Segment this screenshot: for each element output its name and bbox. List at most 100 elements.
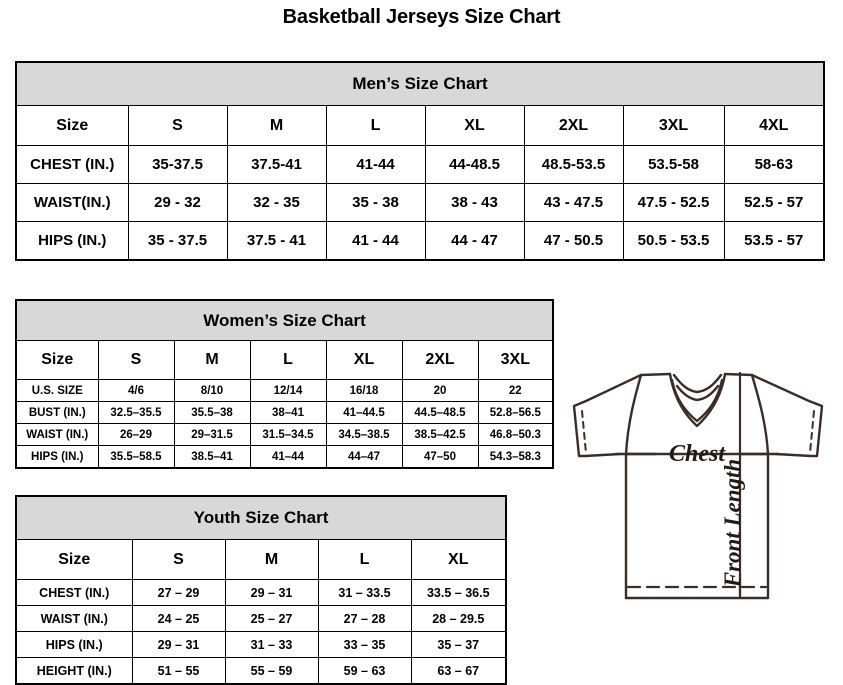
youth-height-xl: 63 – 67	[410, 657, 507, 685]
youth-waist-s: 24 – 25	[131, 605, 226, 632]
table-row: CHEST (IN.) 27 – 29 29 – 31 31 – 33.5 33…	[15, 579, 507, 606]
mens-chart-caption: Men’s Size Chart	[15, 61, 825, 106]
mens-header-row: Size S M L XL 2XL 3XL 4XL	[15, 105, 825, 146]
mens-hips-xl: 44 - 47	[424, 221, 525, 261]
womens-hips-l: 41–44	[249, 445, 327, 469]
youth-header-row: Size S M L XL	[15, 539, 507, 580]
womens-col-s: S	[97, 340, 175, 380]
mens-waist-xl: 38 - 43	[424, 183, 525, 222]
mens-chest-m: 37.5-41	[226, 145, 327, 184]
youth-chart-caption: Youth Size Chart	[15, 495, 507, 540]
womens-header-row: Size S M L XL 2XL 3XL	[15, 340, 554, 380]
womens-bust-3xl: 52.8–56.5	[477, 401, 554, 424]
womens-col-l: L	[249, 340, 327, 380]
womens-col-xl: XL	[325, 340, 403, 380]
table-row: HIPS (IN.) 29 – 31 31 – 33 33 – 35 35 – …	[15, 631, 507, 658]
table-row: U.S. SIZE 4/6 8/10 12/14 16/18 20 22	[15, 379, 554, 402]
womens-row-label-us-size: U.S. SIZE	[15, 379, 99, 402]
youth-col-m: M	[224, 539, 319, 580]
womens-chart-caption: Women’s Size Chart	[15, 299, 554, 341]
mens-col-3xl: 3XL	[622, 105, 725, 146]
mens-waist-l: 35 - 38	[325, 183, 426, 222]
womens-ussize-xl: 16/18	[325, 379, 403, 402]
mens-waist-3xl: 47.5 - 52.5	[622, 183, 725, 222]
youth-height-l: 59 – 63	[317, 657, 412, 685]
womens-col-2xl: 2XL	[401, 340, 479, 380]
womens-bust-2xl: 44.5–48.5	[401, 401, 479, 424]
mens-hips-2xl: 47 - 50.5	[523, 221, 624, 261]
womens-hips-xl: 44–47	[325, 445, 403, 469]
table-row: CHEST (IN.) 35-37.5 37.5-41 41-44 44-48.…	[15, 145, 825, 184]
mens-size-chart: Men’s Size Chart Size S M L XL 2XL 3XL 4…	[15, 61, 826, 261]
mens-col-l: L	[325, 105, 426, 146]
youth-hips-l: 33 – 35	[317, 631, 412, 658]
youth-col-xl: XL	[410, 539, 507, 580]
womens-bust-l: 38–41	[249, 401, 327, 424]
mens-col-2xl: 2XL	[523, 105, 624, 146]
table-row: WAIST(IN.) 29 - 32 32 - 35 35 - 38 38 - …	[15, 183, 825, 222]
womens-ussize-l: 12/14	[249, 379, 327, 402]
mens-chest-l: 41-44	[325, 145, 426, 184]
womens-col-m: M	[173, 340, 251, 380]
mens-chest-2xl: 48.5-53.5	[523, 145, 624, 184]
womens-row-label-hips: HIPS (IN.)	[15, 445, 99, 469]
youth-height-m: 55 – 59	[224, 657, 319, 685]
youth-waist-m: 25 – 27	[224, 605, 319, 632]
youth-col-l: L	[317, 539, 412, 580]
mens-hips-4xl: 53.5 - 57	[723, 221, 825, 261]
youth-chest-s: 27 – 29	[131, 579, 226, 606]
youth-col-s: S	[131, 539, 226, 580]
womens-row-label-waist: WAIST (IN.)	[15, 423, 99, 446]
table-row: HEIGHT (IN.) 51 – 55 55 – 59 59 – 63 63 …	[15, 657, 507, 685]
mens-chest-3xl: 53.5-58	[622, 145, 725, 184]
mens-hips-s: 35 - 37.5	[127, 221, 228, 261]
womens-waist-2xl: 38.5–42.5	[401, 423, 479, 446]
youth-chest-l: 31 – 33.5	[317, 579, 412, 606]
jersey-illustration-icon: Chest Front Length	[572, 371, 824, 600]
youth-size-chart: Youth Size Chart Size S M L XL CHEST (IN…	[15, 495, 508, 685]
womens-corner-label: Size	[15, 340, 99, 380]
womens-waist-l: 31.5–34.5	[249, 423, 327, 446]
womens-ussize-s: 4/6	[97, 379, 175, 402]
jersey-measurement-diagram: Chest Front Length	[556, 348, 841, 668]
mens-waist-2xl: 43 - 47.5	[523, 183, 624, 222]
front-length-measurement-label: Front Length	[720, 459, 745, 588]
youth-chest-m: 29 – 31	[224, 579, 319, 606]
youth-row-label-waist: WAIST (IN.)	[15, 605, 133, 632]
youth-waist-xl: 28 – 29.5	[410, 605, 507, 632]
youth-corner-label: Size	[15, 539, 133, 580]
mens-row-label-chest: CHEST (IN.)	[15, 145, 129, 184]
youth-hips-m: 31 – 33	[224, 631, 319, 658]
mens-col-s: S	[127, 105, 228, 146]
youth-height-s: 51 – 55	[131, 657, 226, 685]
youth-row-label-chest: CHEST (IN.)	[15, 579, 133, 606]
mens-col-4xl: 4XL	[723, 105, 825, 146]
womens-hips-3xl: 54.3–58.3	[477, 445, 554, 469]
youth-row-label-height: HEIGHT (IN.)	[15, 657, 133, 685]
mens-corner-label: Size	[15, 105, 129, 146]
mens-hips-3xl: 50.5 - 53.5	[622, 221, 725, 261]
womens-col-3xl: 3XL	[477, 340, 554, 380]
womens-size-chart: Women’s Size Chart Size S M L XL 2XL 3XL…	[15, 299, 555, 469]
table-row: BUST (IN.) 32.5–35.5 35.5–38 38–41 41–44…	[15, 401, 554, 424]
mens-hips-m: 37.5 - 41	[226, 221, 327, 261]
womens-hips-m: 38.5–41	[173, 445, 251, 469]
table-row: HIPS (IN.) 35 - 37.5 37.5 - 41 41 - 44 4…	[15, 221, 825, 261]
womens-bust-xl: 41–44.5	[325, 401, 403, 424]
chest-measurement-label: Chest	[669, 441, 726, 467]
womens-ussize-2xl: 20	[401, 379, 479, 402]
womens-waist-xl: 34.5–38.5	[325, 423, 403, 446]
youth-caption-row: Youth Size Chart	[15, 495, 507, 540]
womens-ussize-3xl: 22	[477, 379, 554, 402]
mens-waist-4xl: 52.5 - 57	[723, 183, 825, 222]
mens-waist-m: 32 - 35	[226, 183, 327, 222]
mens-col-xl: XL	[424, 105, 525, 146]
table-row: WAIST (IN.) 26–29 29–31.5 31.5–34.5 34.5…	[15, 423, 554, 446]
mens-caption-row: Men’s Size Chart	[15, 61, 825, 106]
youth-row-label-hips: HIPS (IN.)	[15, 631, 133, 658]
mens-row-label-waist: WAIST(IN.)	[15, 183, 129, 222]
table-row: WAIST (IN.) 24 – 25 25 – 27 27 – 28 28 –…	[15, 605, 507, 632]
youth-hips-xl: 35 – 37	[410, 631, 507, 658]
table-row: HIPS (IN.) 35.5–58.5 38.5–41 41–44 44–47…	[15, 445, 554, 469]
mens-col-m: M	[226, 105, 327, 146]
